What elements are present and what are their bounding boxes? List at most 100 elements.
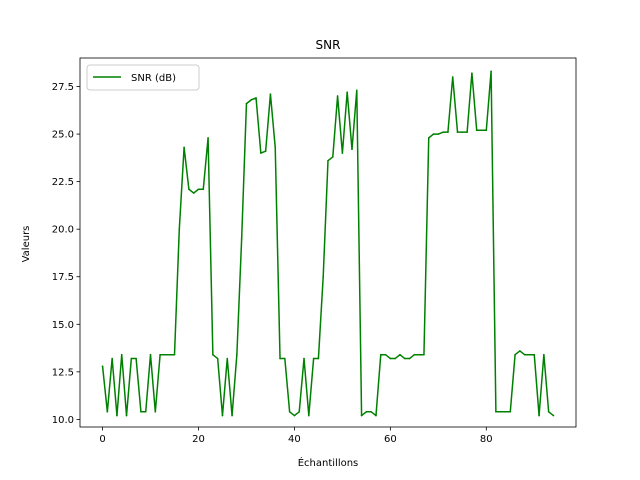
data-point xyxy=(221,414,224,417)
data-point xyxy=(466,131,468,133)
data-point xyxy=(178,228,181,230)
legend-label: SNR (dB) xyxy=(131,73,176,84)
data-point xyxy=(341,152,344,154)
data-point xyxy=(547,410,550,413)
data-point xyxy=(269,93,272,95)
y-tick-label: 10.0 xyxy=(52,415,74,426)
data-point xyxy=(125,414,128,417)
data-point xyxy=(212,353,214,356)
y-tick-label: 27.5 xyxy=(52,82,74,93)
x-tick-label: 40 xyxy=(288,434,301,445)
x-tick-label: 0 xyxy=(99,434,105,445)
data-point xyxy=(379,353,382,356)
data-point xyxy=(384,353,387,356)
data-point xyxy=(519,350,521,352)
x-axis-label: Échantillons xyxy=(298,456,359,469)
data-point xyxy=(207,137,209,139)
data-point xyxy=(403,357,406,360)
data-point xyxy=(423,353,425,356)
data-point xyxy=(538,414,540,417)
data-point xyxy=(485,129,488,132)
data-point xyxy=(528,353,531,356)
data-point xyxy=(499,410,502,413)
data-point xyxy=(140,410,142,413)
data-point xyxy=(303,357,305,360)
data-point xyxy=(274,146,277,149)
data-point xyxy=(509,410,512,413)
y-axis-label: Valeurs xyxy=(21,226,32,263)
data-point xyxy=(432,133,435,135)
data-point xyxy=(418,353,420,356)
data-point xyxy=(331,156,334,158)
data-point xyxy=(346,91,348,94)
data-point xyxy=(317,357,320,360)
data-point xyxy=(365,410,368,413)
data-point xyxy=(202,188,205,191)
data-point xyxy=(106,410,109,413)
data-point xyxy=(375,414,377,417)
data-point xyxy=(514,353,516,356)
data-point xyxy=(312,357,315,360)
data-point xyxy=(336,95,339,97)
plot-area xyxy=(101,70,555,417)
x-tick-label: 80 xyxy=(480,434,493,445)
y-tick-label: 12.5 xyxy=(52,367,74,378)
data-point xyxy=(298,410,301,413)
data-point xyxy=(370,410,372,413)
data-point xyxy=(188,188,190,191)
data-point xyxy=(495,410,497,413)
data-point xyxy=(355,89,358,92)
data-point xyxy=(447,131,449,133)
data-point xyxy=(322,275,325,278)
data-point xyxy=(471,72,473,75)
data-point xyxy=(523,353,526,356)
y-tick-label: 15.0 xyxy=(52,320,74,331)
data-point xyxy=(480,129,483,132)
data-point xyxy=(399,353,401,356)
data-point xyxy=(413,353,416,356)
y-tick-label: 22.5 xyxy=(52,177,74,188)
legend-box xyxy=(86,64,200,91)
data-point xyxy=(552,414,555,417)
data-point xyxy=(360,414,363,417)
data-point xyxy=(442,131,444,133)
data-point xyxy=(260,152,262,154)
y-tick-label: 17.5 xyxy=(52,272,74,283)
data-point xyxy=(308,414,310,417)
data-point xyxy=(250,99,253,101)
axes: 0 20 40 60 80 10.0 12.5 15.0 17.5 20.0 22.5 25.0 27.… xyxy=(52,57,577,445)
data-point xyxy=(490,70,492,73)
data-point xyxy=(168,353,171,356)
data-point xyxy=(240,237,243,240)
data-point xyxy=(451,76,454,78)
x-tick-label: 20 xyxy=(192,434,205,445)
data-point xyxy=(427,137,430,139)
data-point xyxy=(389,357,392,360)
data-point xyxy=(394,357,396,360)
axes-frame xyxy=(79,57,577,428)
data-point xyxy=(111,357,113,360)
x-tick-label: 60 xyxy=(384,434,397,445)
data-point xyxy=(144,410,147,413)
data-point xyxy=(288,410,291,413)
data-point xyxy=(183,146,185,149)
y-tick-label: 20.0 xyxy=(52,225,74,236)
data-point xyxy=(533,353,536,356)
data-point xyxy=(284,357,286,360)
data-point xyxy=(216,357,219,360)
data-point xyxy=(154,410,157,413)
data-point xyxy=(475,129,478,132)
chart-title: SNR xyxy=(316,38,341,52)
data-point xyxy=(351,148,353,151)
data-point xyxy=(116,414,118,417)
data-point xyxy=(327,159,329,162)
data-point xyxy=(164,353,166,356)
data-point xyxy=(437,133,440,135)
data-point xyxy=(408,357,411,360)
data-point xyxy=(130,357,133,360)
data-point xyxy=(135,357,137,360)
data-point xyxy=(461,131,464,133)
data-point xyxy=(245,102,248,105)
data-point xyxy=(264,150,267,153)
